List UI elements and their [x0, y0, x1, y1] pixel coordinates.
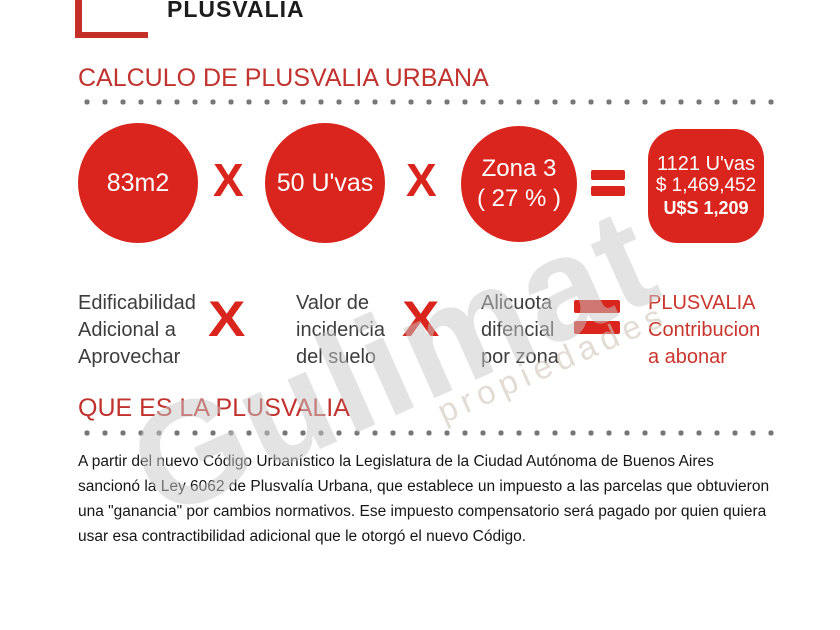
equals-bar [591, 186, 625, 196]
equals-bar [591, 170, 625, 180]
factor-label-alicuota: Alicuota difencial por zona [481, 292, 559, 368]
factor-circle-uvas: 50 U'vas [265, 123, 385, 243]
multiply-icon: X [207, 291, 246, 347]
result-box: 1121 U'vas $ 1,469,452 U$S 1,209 [648, 129, 764, 243]
equals-icon [574, 300, 620, 334]
factor-label-valor-incidencia: Valor de incidencia del suelo [296, 292, 385, 368]
multiply-icon: X [213, 154, 244, 206]
section-calc-title: CALCULO DE PLUSVALIA URBANA [78, 64, 489, 92]
section-what-title: QUE ES LA PLUSVALIA [78, 394, 350, 422]
result-usd: U$S 1,209 [663, 198, 749, 218]
brand-name: PLUSVALIA [167, 0, 305, 22]
dotted-divider [78, 98, 774, 106]
result-label-plusvalia: PLUSVALIA Contribucion a abonar [648, 292, 761, 368]
factor-circle-surface: 83m2 [78, 123, 198, 243]
result-pesos: $ 1,469,452 [655, 175, 757, 196]
equals-bar [574, 300, 620, 313]
brand-logo-icon [75, 0, 148, 38]
explanation-paragraph: A partir del nuevo Código Urbanístico la… [78, 453, 770, 545]
equals-icon [591, 170, 625, 196]
multiply-icon: X [401, 291, 440, 347]
equals-bar [574, 321, 620, 334]
factor-label-edificabilidad: Edificabilidad Adicional a Aprovechar [78, 292, 196, 368]
result-uvas: 1121 U'vas [657, 153, 755, 175]
dotted-divider [78, 429, 774, 437]
factor-circle-zone: Zona 3 ( 27 % ) [461, 126, 577, 242]
multiply-icon: X [406, 154, 437, 206]
